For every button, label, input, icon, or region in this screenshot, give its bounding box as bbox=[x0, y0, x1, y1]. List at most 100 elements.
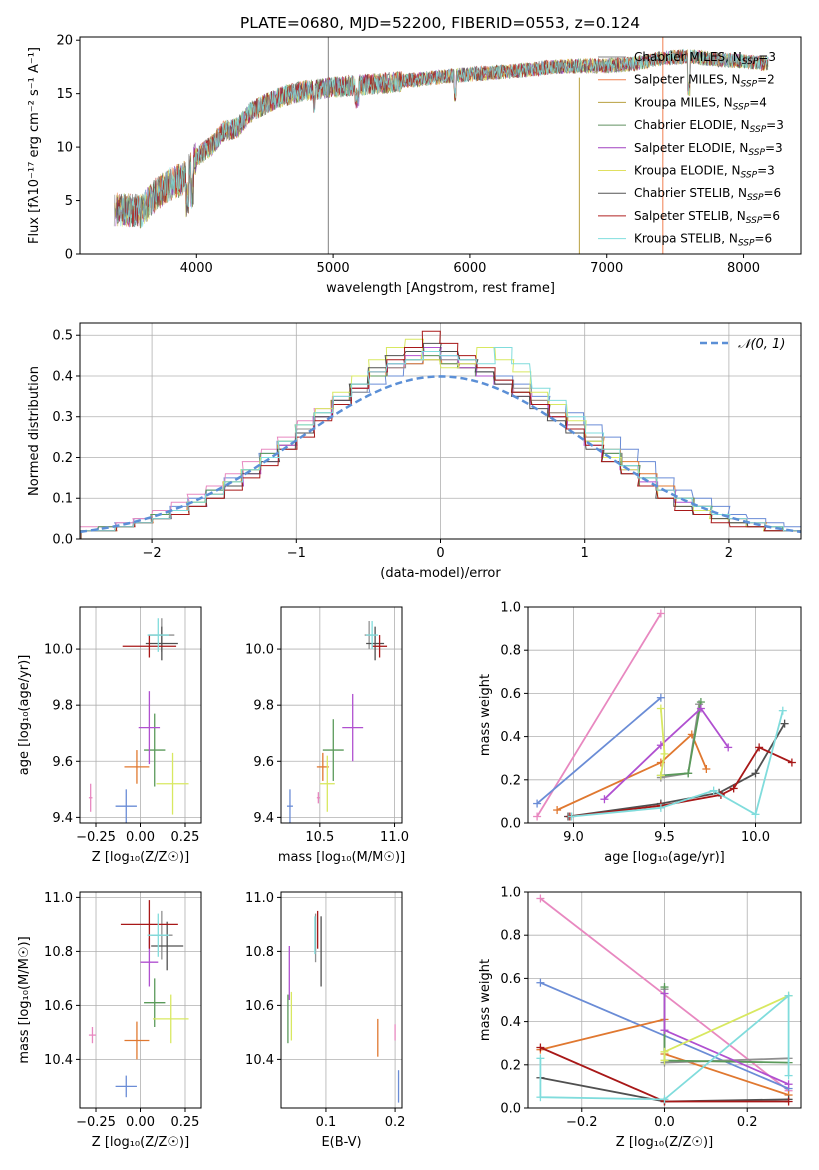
errorbar-point bbox=[146, 627, 178, 661]
legend: 𝒩(0, 1) bbox=[700, 337, 785, 352]
figure-title: PLATE=0680, MJD=52200, FIBERID=0553, z=0… bbox=[240, 14, 640, 32]
errorbar-point bbox=[153, 995, 189, 1044]
errorbar-point bbox=[123, 635, 176, 657]
y-tick-label: 0.2 bbox=[500, 1058, 521, 1073]
x-axis-label: mass [log₁₀(M/M☉)] bbox=[278, 850, 405, 865]
weight-marker bbox=[752, 810, 760, 818]
y-tick-label: 9.8 bbox=[253, 699, 274, 714]
plot-area bbox=[528, 607, 801, 823]
y-tick-label: 11.0 bbox=[245, 891, 274, 906]
x-tick-label: −2 bbox=[143, 546, 162, 561]
y-tick-label: 0.4 bbox=[52, 369, 73, 384]
errorbar-point bbox=[116, 789, 137, 823]
errorbar-point bbox=[157, 753, 189, 815]
y-axis-label: Normed distribution bbox=[27, 366, 42, 496]
y-tick-label: 15 bbox=[56, 87, 73, 102]
y-tick-label: 0.8 bbox=[500, 644, 521, 659]
x-axis-label: Z [log₁₀(Z/Z☉)] bbox=[92, 1135, 189, 1150]
plot-area bbox=[80, 607, 201, 823]
weight-marker bbox=[536, 1054, 544, 1062]
errorbar-point bbox=[144, 714, 165, 787]
x-tick-label: −0.25 bbox=[76, 830, 116, 845]
weight-marker bbox=[536, 1093, 544, 1101]
legend-label: 𝒩(0, 1) bbox=[738, 337, 785, 352]
x-tick-label: 1 bbox=[581, 546, 589, 561]
x-tick-label: 9.0 bbox=[563, 830, 584, 845]
y-tick-label: 10.6 bbox=[245, 999, 274, 1014]
panel-mass_weight_vs_age: 9.0 9.5 10.00.00.20.40.60.81.0age [log₁₀(a… bbox=[478, 601, 801, 866]
x-axis-label: wavelength [Angstrom, rest frame] bbox=[326, 281, 555, 296]
y-tick-label: 0.6 bbox=[500, 687, 521, 702]
legend-label: Salpeter STELIB, NSSP=6 bbox=[634, 209, 780, 226]
y-tick-label: 0.0 bbox=[500, 817, 521, 832]
weight-marker bbox=[752, 769, 760, 777]
weight-marker bbox=[661, 1026, 669, 1034]
panel-mass_weight_vs_Z: −0.2 0.0 0.2 0.0 0.2 0.4 0.6 0.8 1.0 Z [log₁₀(Z/Z… bbox=[478, 886, 801, 1151]
weight-marker bbox=[781, 720, 789, 728]
x-tick-label: 2 bbox=[725, 546, 733, 561]
legend-label: Salpeter ELODIE, NSSP=3 bbox=[634, 141, 783, 158]
y-tick-label: 10.8 bbox=[44, 945, 73, 960]
legend-label: Salpeter MILES, NSSP=2 bbox=[634, 73, 775, 90]
errorbar-point bbox=[124, 1022, 149, 1060]
y-tick-label: 0.5 bbox=[52, 329, 73, 344]
x-tick-label: 0.25 bbox=[171, 1115, 200, 1130]
x-axis-label: (data-model)/error bbox=[380, 566, 501, 581]
y-axis-label: mass weight bbox=[478, 674, 493, 756]
x-tick-label: 0.00 bbox=[126, 830, 155, 845]
x-tick-label: 0.0 bbox=[654, 1115, 675, 1130]
y-tick-label: 10.4 bbox=[245, 1053, 274, 1068]
y-tick-label: 0.6 bbox=[500, 972, 521, 987]
y-tick-label: 1.0 bbox=[500, 601, 521, 616]
weight-line bbox=[537, 614, 661, 817]
y-axis-label: age [log₁₀(age/yr)] bbox=[17, 655, 32, 776]
weight-marker bbox=[533, 813, 541, 821]
y-axis-label: mass weight bbox=[478, 959, 493, 1041]
weight-marker bbox=[779, 707, 787, 715]
weight-marker bbox=[785, 1072, 793, 1080]
x-tick-label: −0.2 bbox=[566, 1115, 598, 1130]
weight-marker bbox=[702, 765, 710, 773]
weight-line bbox=[665, 996, 789, 1061]
y-tick-label: 0.8 bbox=[500, 929, 521, 944]
weight-marker bbox=[568, 813, 576, 821]
errorbar-point bbox=[116, 1076, 137, 1098]
y-tick-label: 10.0 bbox=[245, 643, 274, 658]
x-tick-label: 6000 bbox=[453, 261, 486, 276]
legend-label: Chabrier STELIB, NSSP=6 bbox=[634, 186, 781, 203]
x-tick-label: −0.25 bbox=[76, 1115, 116, 1130]
x-axis-label: age [log₁₀(age/yr)] bbox=[604, 850, 725, 865]
y-tick-label: 0.4 bbox=[500, 1015, 521, 1030]
errorbar-point bbox=[151, 922, 183, 971]
x-tick-label: 9.5 bbox=[654, 830, 675, 845]
errorbar-point bbox=[89, 784, 93, 812]
x-tick-label: 0.25 bbox=[171, 830, 200, 845]
weight-marker bbox=[788, 759, 796, 767]
y-tick-label: 10.6 bbox=[44, 999, 73, 1014]
x-tick-label: 8000 bbox=[727, 261, 760, 276]
y-tick-label: 1.0 bbox=[500, 886, 521, 901]
errorbar-point bbox=[89, 1027, 96, 1043]
axes-frame bbox=[281, 892, 402, 1108]
y-tick-label: 10.8 bbox=[245, 945, 274, 960]
panel-mass_vs_EBV: 0.1 0.210.410.610.811.0E(B-V) bbox=[245, 891, 405, 1150]
y-tick-label: 10 bbox=[56, 141, 73, 156]
y-tick-label: 0.2 bbox=[52, 451, 73, 466]
plot-area bbox=[80, 892, 201, 1108]
y-tick-label: 0.0 bbox=[52, 533, 73, 548]
y-tick-label: 9.6 bbox=[52, 755, 73, 770]
axes-frame bbox=[281, 607, 402, 823]
y-tick-label: 9.4 bbox=[52, 811, 73, 826]
errorbar-point bbox=[317, 792, 320, 803]
errorbar-point bbox=[148, 914, 169, 957]
legend-label: Kroupa ELODIE, NSSP=3 bbox=[634, 164, 775, 181]
errorbar-point bbox=[323, 719, 344, 781]
x-tick-label: 0.2 bbox=[385, 1115, 406, 1130]
y-tick-label: 9.8 bbox=[52, 699, 73, 714]
x-tick-label: 0.2 bbox=[737, 1115, 758, 1130]
y-tick-label: 0.2 bbox=[500, 773, 521, 788]
y-tick-label: 9.6 bbox=[253, 755, 274, 770]
x-tick-label: 10.0 bbox=[741, 830, 770, 845]
x-axis-label: Z [log₁₀(Z/Z☉)] bbox=[616, 1135, 713, 1150]
